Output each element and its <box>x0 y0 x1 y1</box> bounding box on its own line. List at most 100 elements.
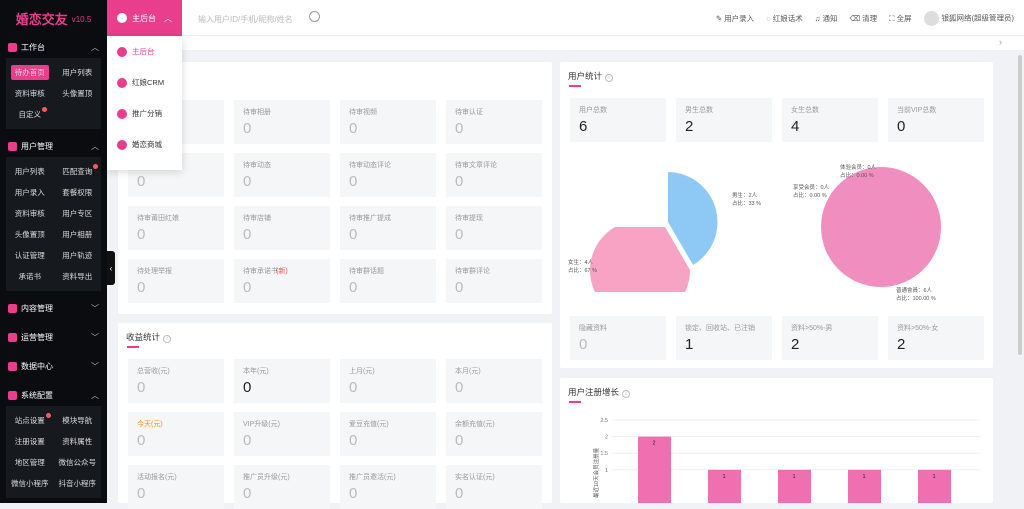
stat-box[interactable]: 待审推广提成 0 <box>340 206 436 250</box>
stat-box[interactable]: 用户总数 6 <box>570 98 666 142</box>
stat-box[interactable]: 隐藏资料 0 <box>570 316 666 360</box>
stat-box[interactable]: 资料>50%-女 2 <box>888 316 984 360</box>
sidebar-item[interactable]: 资料导出 <box>62 272 93 281</box>
sidebar-item[interactable]: 模块导航 <box>62 416 93 425</box>
home-switch-button[interactable]: 主后台 ︿ <box>107 0 182 36</box>
stat-box[interactable]: 总营收(元) 0 <box>128 359 224 403</box>
sidebar-item[interactable]: 用户相册 <box>62 230 93 239</box>
stat-box[interactable]: 待审店铺 0 <box>234 206 330 250</box>
stat-box[interactable]: 待审群话题 0 <box>340 259 436 303</box>
stat-box[interactable]: 女生总数 4 <box>782 98 878 142</box>
sidebar-group-workbench[interactable]: 工作台 ︿ <box>0 36 107 58</box>
chevron-down-icon: ﹀ <box>91 362 99 371</box>
sidebar-item[interactable]: 用户专区 <box>62 209 93 218</box>
clear-link[interactable]: ⌫ 清理 <box>849 13 878 23</box>
stat-box[interactable]: 男生总数 2 <box>676 98 772 142</box>
stat-box[interactable]: 待审文章评论 0 <box>446 153 542 197</box>
sidebar-group-sys[interactable]: 系统配置 ︿ <box>0 384 107 406</box>
sidebar-item[interactable]: 微信公众号 <box>58 458 97 467</box>
stat-value: 0 <box>243 485 252 502</box>
sidebar-item-user-list[interactable]: 用户列表 <box>62 68 93 77</box>
chevron-right-icon[interactable]: › <box>999 37 1002 47</box>
stat-box[interactable]: 待审提现 0 <box>446 206 542 250</box>
dropdown-item-mall[interactable]: 婚恋商城 <box>107 129 182 160</box>
stat-box[interactable]: 余额充值(元) 0 <box>446 412 542 456</box>
sidebar-item[interactable]: 注册设置 <box>14 437 45 446</box>
y-tick-label: 2.5 <box>600 418 608 424</box>
sidebar-item-profile-review[interactable]: 资料审核 <box>14 89 45 98</box>
sidebar-collapse-button[interactable]: ‹ <box>107 251 115 285</box>
stat-box[interactable]: 本月(元) 0 <box>446 359 542 403</box>
stat-box[interactable]: 上月(元) 0 <box>340 359 436 403</box>
sidebar-item[interactable]: 站点设置 <box>6 413 54 426</box>
stat-box[interactable]: 待审相册 0 <box>234 100 330 144</box>
stat-box[interactable]: VIP升级(元) 0 <box>234 412 330 456</box>
stat-box[interactable]: 待审视频 0 <box>340 100 436 144</box>
sidebar-item[interactable]: 抖音小程序 <box>58 479 97 488</box>
dropdown-item-crm[interactable]: 红娘CRM <box>107 67 182 98</box>
sidebar-item-custom[interactable]: 自定义 <box>6 107 54 120</box>
stat-label: VIP升级(元) <box>243 421 280 428</box>
sidebar-item[interactable]: 承诺书 <box>18 272 42 281</box>
search-input[interactable]: 输入用户ID/手机/昵称/姓名 <box>198 15 293 24</box>
sidebar-group-ops[interactable]: 运营管理 ﹀ <box>0 326 107 348</box>
sidebar-item[interactable]: 地区管理 <box>14 458 45 467</box>
sidebar-item[interactable]: 用户录入 <box>14 188 45 197</box>
info-icon: i <box>163 335 172 343</box>
stat-value: 0 <box>455 173 464 190</box>
stat-box[interactable]: 推广员升级(元) 0 <box>234 465 330 509</box>
stat-box[interactable]: 本年(元) 0 <box>234 359 330 403</box>
stat-label: 待审提现 <box>455 215 483 222</box>
fullscreen-link[interactable]: ⛶ 全屏 <box>889 13 912 23</box>
user-entry-link[interactable]: ✎ 用户录入 <box>715 13 755 23</box>
sys-panel: 站点设置 模块导航 注册设置 资料属性 地区管理 微信公众号 微信小程序 抖音小程序 <box>6 406 101 498</box>
sidebar-group-content[interactable]: 内容管理 ﹀ <box>0 297 107 319</box>
stat-value: 0 <box>137 173 146 190</box>
sidebar-group-data[interactable]: 数据中心 ﹀ <box>0 355 107 377</box>
info-icon: i <box>605 74 614 82</box>
sidebar-item[interactable]: 头像置顶 <box>14 230 45 239</box>
sidebar-item-todo[interactable]: 待办首页 <box>6 65 54 80</box>
sidebar-item[interactable]: 认证管理 <box>14 251 45 260</box>
stat-value: 0 <box>455 120 464 137</box>
stat-box[interactable]: 待审承诺书 (新) 0 <box>234 259 330 303</box>
stat-box[interactable]: 资料>50%-男 2 <box>782 316 878 360</box>
stat-box[interactable]: 爱豆充值(元) 0 <box>340 412 436 456</box>
stat-box[interactable]: 待审动态 0 <box>234 153 330 197</box>
stat-label: 待审莆田红娘 <box>137 215 179 222</box>
stat-box[interactable]: 活动报名(元) 0 <box>128 465 224 509</box>
sidebar-item[interactable]: 用户轨迹 <box>62 251 93 260</box>
sidebar-group-user-mgmt[interactable]: 用户管理 ︿ <box>0 135 107 157</box>
sidebar-item[interactable]: 资料审核 <box>14 209 45 218</box>
stat-box[interactable]: 锁定、回收站、已注销 1 <box>676 316 772 360</box>
sidebar-item[interactable]: 资料属性 <box>62 437 93 446</box>
stat-box[interactable]: 待审动态评论 0 <box>340 153 436 197</box>
dropdown-item-main[interactable]: 主后台 <box>107 36 182 67</box>
stat-box[interactable]: 推广员邀活(元) 0 <box>340 465 436 509</box>
stat-label: 待审相册 <box>243 109 271 116</box>
bar <box>778 469 811 503</box>
sidebar-item-avatar-top[interactable]: 头像置顶 <box>62 89 93 98</box>
sidebar-item[interactable]: 用户列表 <box>14 167 45 176</box>
stat-box[interactable]: 待审群评论 0 <box>446 259 542 303</box>
user-menu[interactable]: 银狐网络(超级管理员) <box>923 10 1014 26</box>
dropdown-item-distribution[interactable]: 推广分销 <box>107 98 182 129</box>
stat-box[interactable]: 待处理举报 0 <box>128 259 224 303</box>
notify-link[interactable]: ♫ 通知 <box>814 13 838 23</box>
sidebar-item[interactable]: 微信小程序 <box>11 479 49 488</box>
script-link[interactable]: ◌ 红娘话术 <box>766 13 803 23</box>
growth-card: 用户注册增长 i 2.5 2 1.5 1 最近10天会员注册量 2 1 1 1 1 <box>560 378 993 503</box>
search-icon[interactable] <box>309 11 320 22</box>
stat-box[interactable]: 待审认证 0 <box>446 100 542 144</box>
stat-value: 0 <box>243 226 252 243</box>
stat-box[interactable]: 待审莆田红娘 0 <box>128 206 224 250</box>
pie-label-male-pct: 占比：33 % <box>732 199 761 207</box>
stat-box[interactable]: 实名认证(元) 0 <box>446 465 542 509</box>
stat-box[interactable]: 当前VIP总数 0 <box>888 98 984 142</box>
sidebar-item[interactable]: 套餐权限 <box>62 188 93 197</box>
stat-label: 待处理举报 <box>137 268 172 275</box>
sidebar-item[interactable]: 匹配查询 <box>54 164 102 177</box>
page-scrollbar[interactable] <box>1018 55 1022 355</box>
app-logo: 婚恋交友 v10.5 <box>0 0 107 36</box>
stat-box[interactable]: 今天(元) 0 <box>128 412 224 456</box>
